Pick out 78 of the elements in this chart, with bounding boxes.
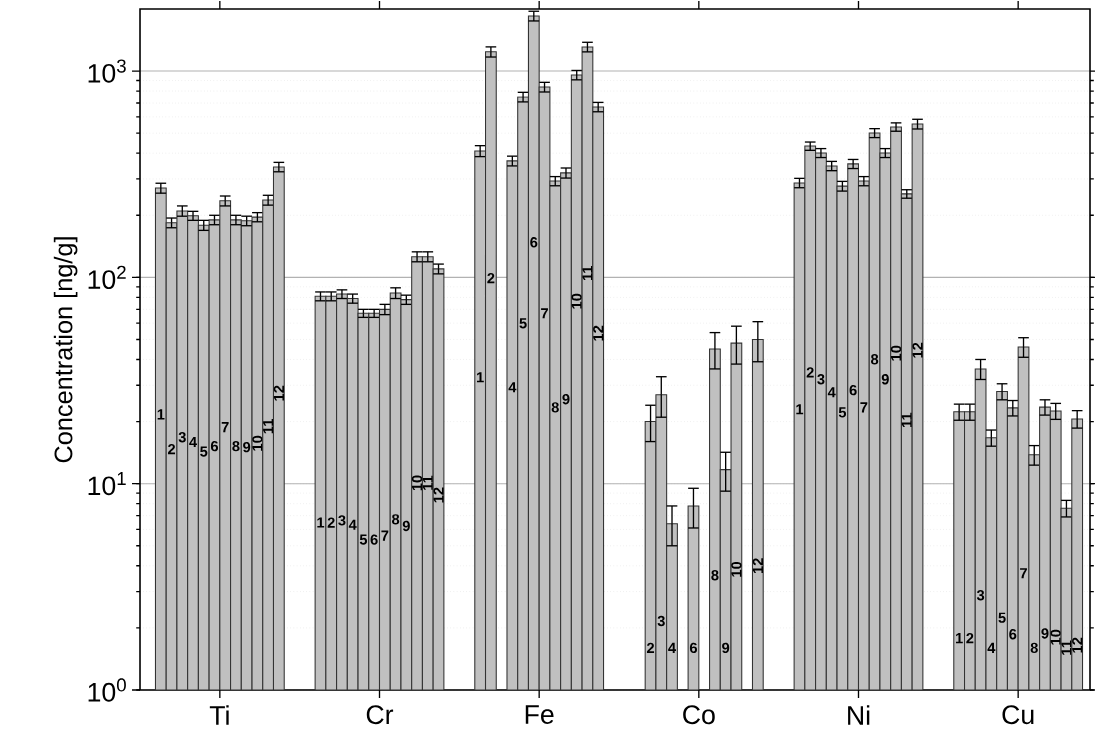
y-tick-label: 10$^{1}$ [88, 472, 126, 496]
text: 11 [422, 475, 433, 490]
text: 7 [860, 402, 868, 413]
series-label: 3 [338, 515, 346, 526]
text: 8 [1030, 642, 1038, 654]
series-label: 7 [381, 530, 389, 541]
text: 10 [252, 435, 263, 451]
text: 4 [987, 642, 996, 653]
text: 1 [955, 633, 963, 644]
text: 10 [411, 475, 423, 491]
text: 1 [157, 409, 165, 420]
y-tick-label: 10$^{3}$ [88, 59, 126, 83]
text: 7 [541, 308, 548, 319]
text: 3 [817, 374, 825, 385]
text: 6 [849, 384, 857, 396]
series-label: 9 [402, 520, 410, 532]
x-tick-label: Ti [209, 705, 229, 725]
text: 3 [976, 590, 985, 601]
text: 4 [668, 642, 676, 653]
text: 6 [210, 441, 219, 452]
text: 5 [838, 407, 847, 418]
series-label: 4 [189, 436, 198, 448]
x-tick-label: Fe [525, 705, 554, 724]
text: 10 [890, 345, 902, 361]
text: 4 [348, 519, 357, 530]
text: 12 [912, 342, 923, 358]
text: 6 [1009, 629, 1017, 640]
text: 10 [1050, 629, 1061, 645]
text: 12 [273, 385, 284, 401]
text: 8 [870, 354, 879, 365]
series-label: 2 [646, 642, 655, 653]
x-tick-label: Ni [848, 705, 870, 725]
text: 7 [221, 422, 229, 433]
text: 10 [571, 293, 582, 309]
text: 8 [391, 514, 400, 525]
text: 11 [1061, 640, 1072, 655]
text: 2 [487, 273, 495, 284]
text: 3 [178, 432, 186, 443]
text: 2 [966, 633, 974, 644]
text: 2 [327, 517, 335, 528]
text: 9 [243, 441, 251, 453]
text: 5 [519, 318, 527, 329]
x-tick-label: Cu [1002, 705, 1034, 725]
series-label: 6 [530, 237, 538, 248]
series-label: 8 [551, 402, 559, 413]
text: 11 [901, 412, 912, 427]
series-label: 10 [731, 561, 742, 577]
text: 2 [806, 367, 814, 378]
text: 6 [370, 534, 378, 545]
series-label: 12 [433, 487, 444, 503]
text: 5 [359, 534, 368, 545]
text: 1 [317, 517, 325, 528]
x-tick-label: Cr [366, 705, 394, 725]
text: 8 [232, 441, 240, 452]
text: 5 [998, 612, 1006, 623]
series-label: 1 [477, 372, 484, 383]
text: 4 [827, 387, 836, 398]
series-label: 5 [200, 446, 208, 457]
text: 1 [796, 404, 804, 415]
text: 6 [689, 642, 698, 654]
text: 12 [1072, 637, 1083, 653]
text: 9 [1041, 628, 1049, 639]
y-tick-label: 10$^{0}$ [88, 678, 126, 702]
text: 12 [752, 558, 763, 574]
text: 4 [508, 382, 517, 393]
text: 8 [711, 570, 719, 581]
text: 9 [881, 374, 889, 385]
series-label: 11 [582, 265, 593, 281]
y-axis-title: Concentration [ng/g] [53, 237, 78, 463]
text: 2 [167, 443, 176, 455]
x-tick-label: Co [683, 705, 715, 725]
text: 7 [1020, 568, 1027, 579]
text: 11 [263, 419, 274, 434]
text: 9 [562, 394, 570, 405]
text: 9 [722, 642, 730, 654]
text: 3 [657, 615, 665, 627]
text: 12 [593, 325, 604, 341]
y-tick-label: 10$^{2}$ [88, 265, 126, 290]
